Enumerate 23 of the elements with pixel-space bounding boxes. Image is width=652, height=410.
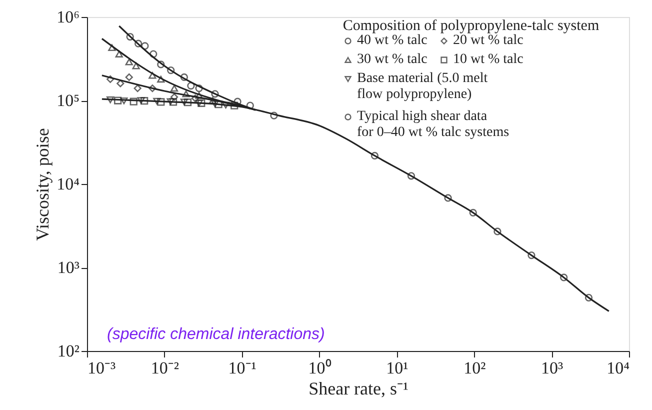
y-tick-label: 10⁵ [56,91,80,110]
y-tick-label: 10³ [57,258,80,277]
x-tick-label: 10⁴ [606,358,630,378]
x-tick-label: 10¹ [386,358,408,378]
y-tick-label: 10⁶ [56,8,80,26]
y-tick-label: 10⁴ [56,174,80,194]
legend-title: Composition of polypropylene-talc system [342,18,600,34]
x-tick-label: 10⁻² [150,358,179,378]
annotation: (specific chemical interactions) [107,326,325,343]
y-axis-title: Viscosity, poise [32,128,53,241]
y-tick-label: 10² [57,342,80,360]
legend-label: Typical high shear data for 0–40 wt % talc systems [357,109,510,140]
legend-label: Base material (5.0 melt flow polypropylene) [357,71,488,102]
x-tick-label: 10⁰ [308,358,332,378]
legend-label: 30 wt % talc [357,52,428,67]
legend-label: 20 wt % talc [453,33,524,48]
x-tick-label: 10⁻¹ [228,358,256,378]
legend-label: 10 wt % talc [453,52,524,67]
x-tick-label: 10⁻³ [88,358,116,378]
x-tick-label: 10² [464,358,486,378]
x-tick-label: 10³ [541,358,564,378]
x-axis-title: Shear rate, s⁻¹ [308,378,408,398]
legend-label: 40 wt % talc [357,33,428,48]
